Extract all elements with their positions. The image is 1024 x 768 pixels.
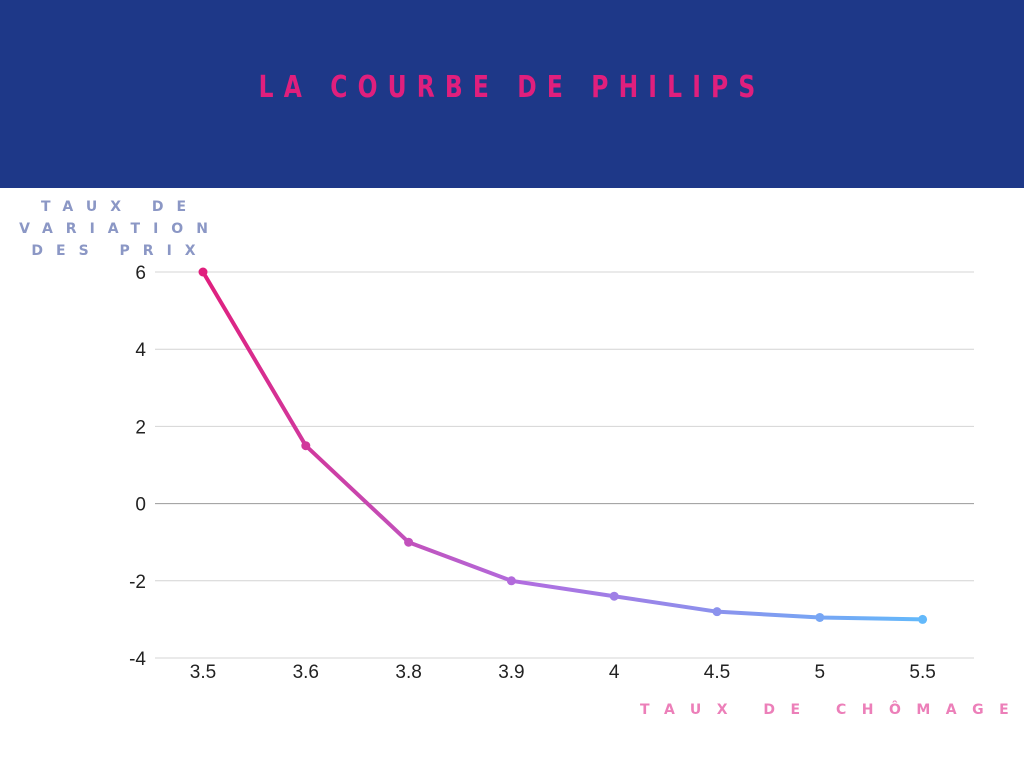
y-axis-label-line-2: VARIATION	[19, 221, 221, 237]
data-point	[506, 576, 516, 586]
y-axis-label-line-1: TAUX DE	[40, 199, 200, 215]
data-point	[918, 614, 928, 624]
data-point	[609, 591, 619, 601]
y-tick-label: 6	[135, 263, 146, 284]
x-tick-label: 3.5	[190, 662, 216, 683]
y-tick-label: 0	[135, 495, 146, 516]
x-tick-label: 4	[609, 662, 620, 683]
x-tick-label: 3.9	[498, 662, 524, 683]
x-tick-label: 5.5	[909, 662, 935, 683]
series-line	[201, 270, 925, 622]
y-axis-label-line-3: DES PRIX	[31, 243, 209, 259]
data-point	[198, 267, 208, 277]
series-line-group	[201, 270, 925, 622]
x-tick-labels: 3.5 3.6 3.8 3.9 4 4.5 5 5.5	[190, 662, 936, 683]
y-tick-label: -4	[129, 649, 146, 670]
grid-lines	[155, 271, 974, 659]
chart-title: LA COURBE DE PHILIPS	[258, 70, 766, 105]
x-axis-label: TAUX DE CHÔMAGE	[640, 702, 1024, 718]
y-tick-label: 4	[135, 340, 146, 361]
y-tick-labels: -4 -2 0 2 4 6	[129, 263, 146, 670]
data-point	[815, 612, 825, 622]
y-tick-label: 2	[135, 417, 146, 438]
data-point	[404, 537, 414, 547]
x-tick-label: 4.5	[704, 662, 730, 683]
header-banner	[0, 0, 1024, 188]
y-tick-label: -2	[129, 572, 146, 593]
data-point	[301, 441, 311, 451]
data-point	[712, 607, 722, 617]
x-tick-label: 5	[815, 662, 826, 683]
data-points	[198, 267, 928, 624]
x-tick-label: 3.8	[395, 662, 421, 683]
x-tick-label: 3.6	[293, 662, 319, 683]
y-axis-label: TAUX DE VARIATION DES PRIX	[10, 196, 230, 262]
